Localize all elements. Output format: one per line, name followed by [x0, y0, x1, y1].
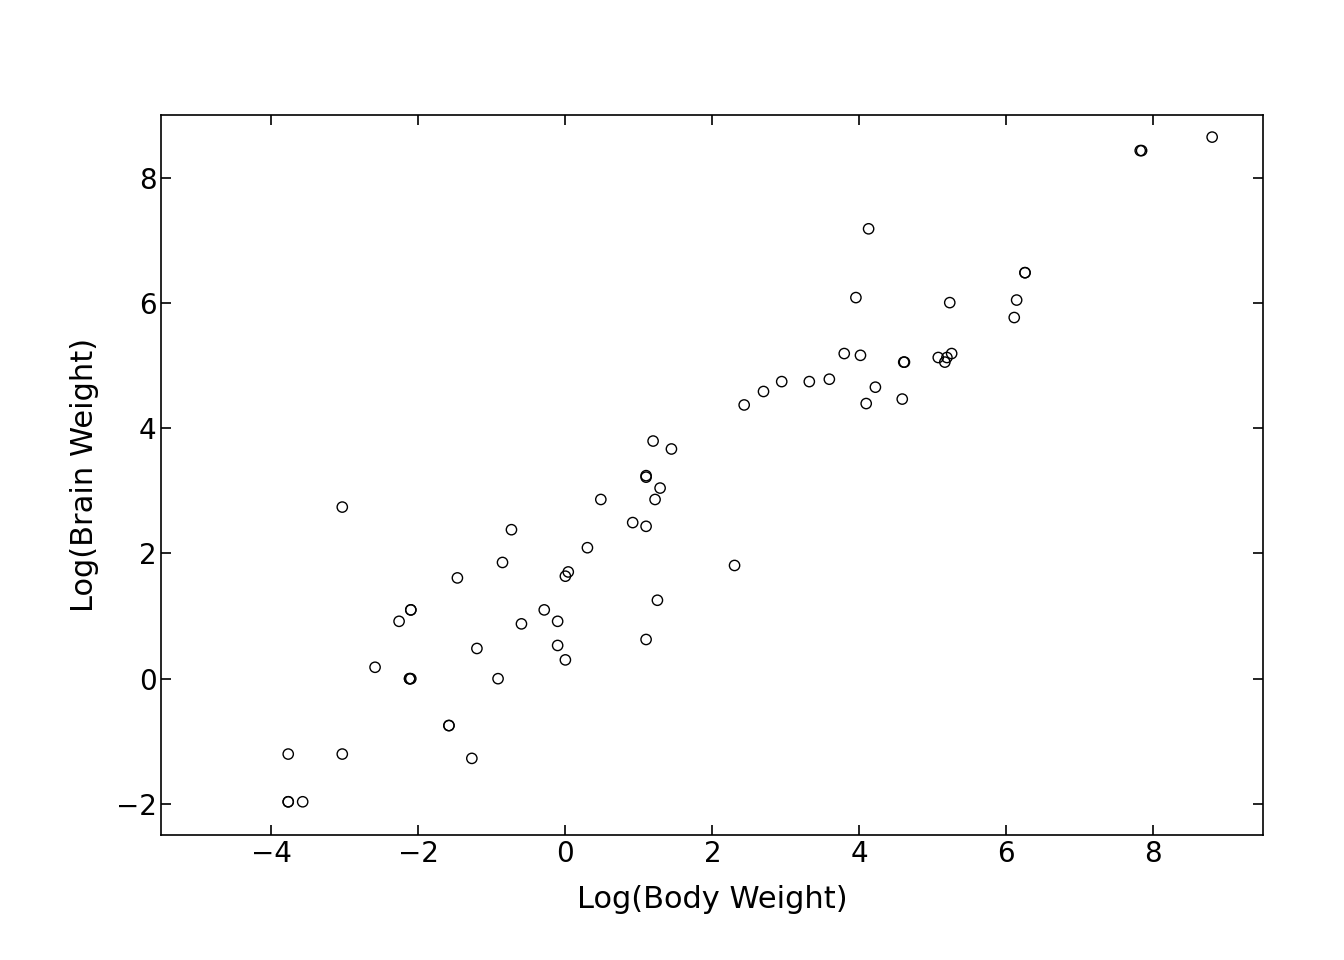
Point: [857, 221, 879, 236]
Point: [642, 433, 664, 448]
Point: [461, 751, 482, 766]
Point: [845, 290, 867, 305]
Point: [492, 555, 513, 570]
Point: [833, 346, 855, 361]
Point: [511, 616, 532, 632]
Point: [941, 346, 962, 361]
Point: [1005, 293, 1027, 308]
Point: [649, 480, 671, 495]
Point: [646, 592, 668, 608]
Point: [555, 652, 577, 667]
Point: [488, 671, 509, 686]
Point: [547, 613, 569, 629]
Point: [277, 794, 298, 809]
Point: [818, 372, 840, 387]
Point: [332, 746, 353, 761]
Point: [501, 522, 523, 538]
Point: [399, 671, 421, 686]
Point: [399, 671, 421, 686]
Point: [1130, 143, 1152, 158]
Point: [555, 568, 577, 584]
Point: [939, 295, 961, 310]
Point: [1004, 310, 1025, 325]
Point: [891, 392, 913, 407]
Point: [388, 613, 410, 629]
Point: [547, 637, 569, 653]
Point: [590, 492, 612, 507]
Point: [855, 396, 876, 411]
Point: [636, 469, 657, 485]
Point: [277, 746, 298, 761]
Point: [332, 499, 353, 515]
Point: [401, 602, 422, 617]
Point: [849, 348, 871, 363]
Point: [864, 379, 886, 395]
X-axis label: Log(Body Weight): Log(Body Weight): [577, 885, 848, 914]
Point: [438, 718, 460, 733]
Point: [1129, 143, 1150, 158]
Point: [1015, 265, 1036, 280]
Point: [622, 515, 644, 530]
Point: [292, 794, 313, 809]
Point: [892, 354, 914, 370]
Point: [277, 794, 298, 809]
Point: [577, 540, 598, 556]
Point: [636, 468, 657, 483]
Point: [1202, 130, 1223, 145]
Point: [724, 558, 746, 573]
Y-axis label: Log(Brain Weight): Log(Brain Weight): [70, 338, 99, 612]
Point: [753, 384, 774, 399]
Point: [644, 492, 665, 507]
Point: [558, 564, 579, 580]
Point: [771, 374, 793, 390]
Point: [401, 671, 422, 686]
Point: [364, 660, 386, 675]
Point: [798, 374, 820, 390]
Point: [438, 718, 460, 733]
Point: [934, 354, 956, 370]
Point: [937, 349, 958, 365]
Point: [466, 640, 488, 656]
Point: [446, 570, 468, 586]
Point: [734, 397, 755, 413]
Point: [534, 602, 555, 617]
Point: [894, 354, 915, 370]
Point: [636, 632, 657, 647]
Point: [636, 518, 657, 534]
Point: [927, 349, 949, 365]
Point: [1015, 265, 1036, 280]
Point: [401, 602, 422, 617]
Point: [661, 442, 683, 457]
